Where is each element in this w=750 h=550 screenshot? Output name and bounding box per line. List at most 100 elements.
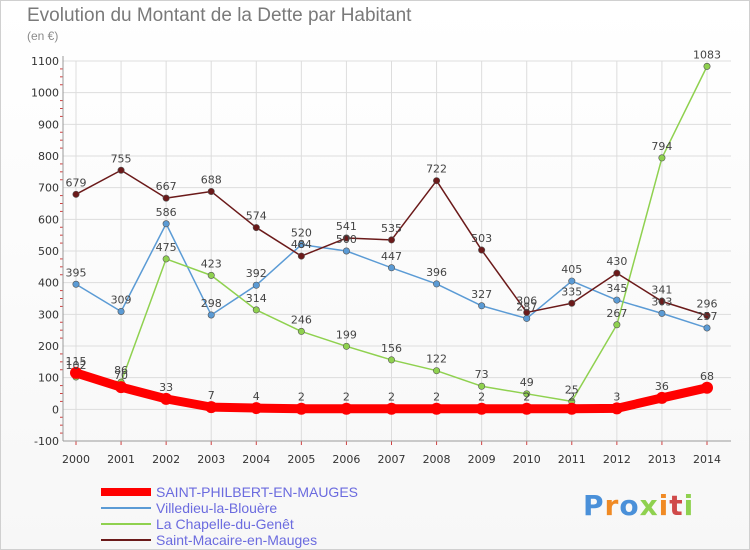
data-point xyxy=(207,311,215,319)
data-label: 688 xyxy=(201,173,222,186)
y-tick-label: 1100 xyxy=(31,55,59,68)
data-label: 722 xyxy=(426,163,447,176)
y-tick-label: 500 xyxy=(38,245,59,258)
data-label: 7 xyxy=(208,389,215,402)
data-point xyxy=(387,264,395,272)
x-tick-label: 2003 xyxy=(197,453,225,466)
data-point xyxy=(478,246,486,254)
data-label: 503 xyxy=(471,232,492,245)
data-label: 2 xyxy=(478,391,485,404)
data-point xyxy=(340,402,353,415)
x-tick-label: 2002 xyxy=(152,453,180,466)
data-point xyxy=(610,402,623,415)
data-label: 392 xyxy=(246,267,267,280)
data-label: 73 xyxy=(475,368,489,381)
legend-label: Villedieu-la-Blouère xyxy=(156,500,278,516)
data-label: 475 xyxy=(156,241,177,254)
legend-swatch xyxy=(101,523,151,525)
data-label: 4 xyxy=(253,390,260,403)
data-point xyxy=(430,402,443,415)
data-label: 303 xyxy=(651,295,672,308)
proxiti-logo: Proxiti xyxy=(583,489,695,522)
data-label: 70 xyxy=(114,369,128,382)
data-point xyxy=(252,224,260,232)
data-point xyxy=(342,234,350,242)
data-point xyxy=(475,402,488,415)
data-point xyxy=(701,381,713,394)
data-point xyxy=(703,324,711,332)
data-label: 667 xyxy=(156,180,177,193)
data-label: 794 xyxy=(651,140,672,153)
data-label: 341 xyxy=(651,283,672,296)
data-label: 327 xyxy=(471,288,492,301)
x-tick-label: 2008 xyxy=(423,453,451,466)
data-label: 68 xyxy=(700,370,714,383)
data-point xyxy=(655,391,668,404)
chart-unit-label: (en €) xyxy=(27,29,59,43)
legend-label: La Chapelle-du-Genêt xyxy=(156,516,294,532)
data-point xyxy=(162,255,170,263)
data-point xyxy=(658,297,666,305)
data-label: 755 xyxy=(111,152,132,165)
data-label: 484 xyxy=(291,238,312,251)
data-point xyxy=(613,296,621,304)
data-point xyxy=(523,308,531,316)
data-point xyxy=(162,220,170,228)
x-tick-label: 2009 xyxy=(468,453,496,466)
data-point xyxy=(207,187,215,195)
data-point xyxy=(117,166,125,174)
data-label: 287 xyxy=(516,300,537,313)
data-point xyxy=(478,302,486,310)
data-label: 2 xyxy=(568,391,575,404)
data-label: 3 xyxy=(613,390,620,403)
data-point xyxy=(160,392,173,405)
data-label: 306 xyxy=(516,294,537,307)
data-label: 33 xyxy=(159,381,173,394)
data-label: 257 xyxy=(697,310,718,323)
data-point xyxy=(658,309,666,317)
x-tick-label: 2014 xyxy=(693,453,721,466)
data-point xyxy=(205,401,218,414)
data-point xyxy=(70,366,82,379)
data-labels: 115 70 33 7 4 2 2 2 2 2 2 2 3 36 68 395 309 586 298 392 520 5… xyxy=(66,48,722,403)
y-tick-label: 0 xyxy=(52,403,59,416)
y-tick-label: 300 xyxy=(38,308,59,321)
data-label: 2 xyxy=(433,391,440,404)
data-point xyxy=(342,342,350,350)
legend-swatch xyxy=(101,488,151,496)
data-point xyxy=(433,367,441,375)
data-label: 102 xyxy=(66,359,87,372)
data-label: 86 xyxy=(114,364,128,377)
data-label: 2 xyxy=(298,391,305,404)
x-tick-label: 2000 xyxy=(62,453,90,466)
data-label: 115 xyxy=(66,355,87,368)
data-point xyxy=(523,314,531,322)
y-tick-label: -100 xyxy=(34,435,59,448)
data-label: 345 xyxy=(606,282,627,295)
data-point xyxy=(297,327,305,335)
data-point xyxy=(568,277,576,285)
data-label: 25 xyxy=(565,383,579,396)
data-point xyxy=(72,190,80,198)
data-label: 199 xyxy=(336,328,357,341)
data-label: 298 xyxy=(201,297,222,310)
data-label: 1083 xyxy=(693,48,721,61)
data-point xyxy=(250,402,263,415)
y-tick-label: 600 xyxy=(38,213,59,226)
data-point xyxy=(162,194,170,202)
data-label: 267 xyxy=(606,307,627,320)
data-label: 535 xyxy=(381,222,402,235)
data-label: 396 xyxy=(426,266,447,279)
data-point xyxy=(297,252,305,260)
data-point xyxy=(117,307,125,315)
legend-swatch xyxy=(101,539,151,541)
x-tick-label: 2012 xyxy=(603,453,631,466)
data-point xyxy=(252,281,260,289)
data-label: 520 xyxy=(291,227,312,240)
legend-label: SAINT-PHILBERT-EN-MAUGES xyxy=(156,484,359,500)
data-point xyxy=(565,402,578,415)
data-label: 309 xyxy=(111,293,132,306)
data-label: 447 xyxy=(381,250,402,263)
data-point xyxy=(295,402,308,415)
